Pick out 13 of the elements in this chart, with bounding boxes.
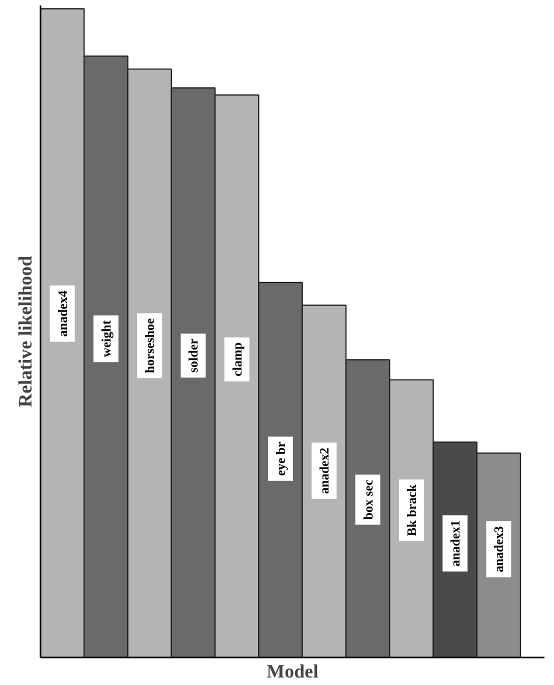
x-tick-label: clamp xyxy=(229,342,244,376)
x-tick-label: anadex3 xyxy=(491,526,506,572)
x-tick-label: solder xyxy=(186,338,201,373)
y-axis-title: Relative likelihood xyxy=(16,255,36,408)
x-tick-label: box sec xyxy=(360,479,376,520)
x-tick-label: Bk brack xyxy=(404,484,419,536)
x-tick-label: anadex4 xyxy=(54,290,70,337)
x-tick-label: eye br xyxy=(273,441,288,476)
x-tick-label: horseshoe xyxy=(142,318,158,374)
x-tick-label: anadex1 xyxy=(448,520,463,566)
x-tick-label: weight xyxy=(98,320,114,358)
x-tick-label: anadex2 xyxy=(316,448,332,494)
x-axis-title: Model xyxy=(266,662,318,682)
